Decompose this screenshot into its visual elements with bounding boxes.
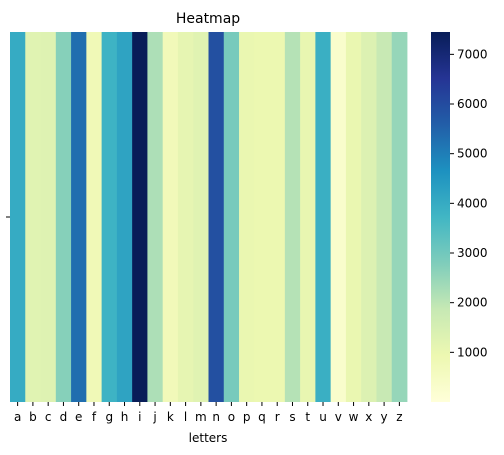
colorbar-tick-label: 1000 — [457, 345, 488, 359]
heatmap-cell-f — [86, 32, 102, 402]
colorbar-ticks: 1000 2000 3000 4000 5000 6000 7000 — [450, 47, 488, 359]
x-tick-label: d — [60, 410, 68, 424]
x-tick-label: x — [365, 410, 372, 424]
heatmap-cell-a — [10, 32, 26, 402]
x-tick-label: o — [228, 410, 235, 424]
x-tick-label: h — [121, 410, 129, 424]
heatmap-cell-w — [346, 32, 362, 402]
x-tick-label: g — [105, 410, 113, 424]
x-tick-label: v — [335, 410, 342, 424]
x-tick-label: l — [184, 410, 187, 424]
chart-title: Heatmap — [176, 11, 240, 27]
x-tick-label: w — [349, 410, 359, 424]
x-axis-label: letters — [189, 431, 228, 445]
x-tick-label: z — [396, 410, 402, 424]
x-tick-label: u — [319, 410, 327, 424]
heatmap-cell-o — [224, 32, 240, 402]
x-tick-label: j — [152, 410, 156, 424]
colorbar-tick-label: 6000 — [457, 97, 488, 111]
colorbar-tick-label: 5000 — [457, 147, 488, 161]
colorbar-tick-label: 7000 — [457, 47, 488, 61]
heatmap-cells — [10, 32, 407, 402]
x-tick-label: r — [275, 410, 280, 424]
colorbar-tick-label: 4000 — [457, 196, 488, 210]
heatmap-cell-s — [285, 32, 301, 402]
x-tick-label: t — [305, 410, 310, 424]
heatmap-cell-z — [392, 32, 408, 402]
heatmap-cell-k — [163, 32, 179, 402]
colorbar-tick-label: 3000 — [457, 246, 488, 260]
x-tick-label: y — [381, 410, 388, 424]
x-tick-label: m — [195, 410, 207, 424]
heatmap-cell-u — [315, 32, 331, 402]
x-tick-label: n — [212, 410, 220, 424]
heatmap-cell-i — [132, 32, 148, 402]
colorbar-tick-label: 2000 — [457, 296, 488, 310]
heatmap-cell-h — [117, 32, 133, 402]
x-tick-label: k — [167, 410, 174, 424]
heatmap-cell-b — [25, 32, 41, 402]
x-tick-label: s — [289, 410, 295, 424]
heatmap-cell-d — [56, 32, 72, 402]
heatmap-cell-g — [102, 32, 118, 402]
heatmap-cell-l — [178, 32, 194, 402]
x-tick-label: p — [243, 410, 251, 424]
x-tick-label: a — [14, 410, 21, 424]
heatmap-cell-e — [71, 32, 87, 402]
x-tick-label: e — [75, 410, 82, 424]
x-tick-label: c — [45, 410, 52, 424]
heatmap-cell-p — [239, 32, 255, 402]
heatmap-cell-v — [331, 32, 347, 402]
colorbar — [431, 32, 450, 402]
heatmap-cell-x — [361, 32, 377, 402]
heatmap-cell-m — [193, 32, 209, 402]
x-tick-label: q — [258, 410, 266, 424]
heatmap-cell-y — [376, 32, 392, 402]
x-tick-label: f — [92, 410, 97, 424]
heatmap-cell-n — [209, 32, 225, 402]
heatmap-cell-c — [41, 32, 57, 402]
heatmap-cell-q — [254, 32, 270, 402]
x-tick-label: i — [138, 410, 141, 424]
x-tick-label: b — [29, 410, 37, 424]
heatmap-cell-j — [147, 32, 163, 402]
heatmap-cell-t — [300, 32, 316, 402]
heatmap-cell-r — [270, 32, 286, 402]
